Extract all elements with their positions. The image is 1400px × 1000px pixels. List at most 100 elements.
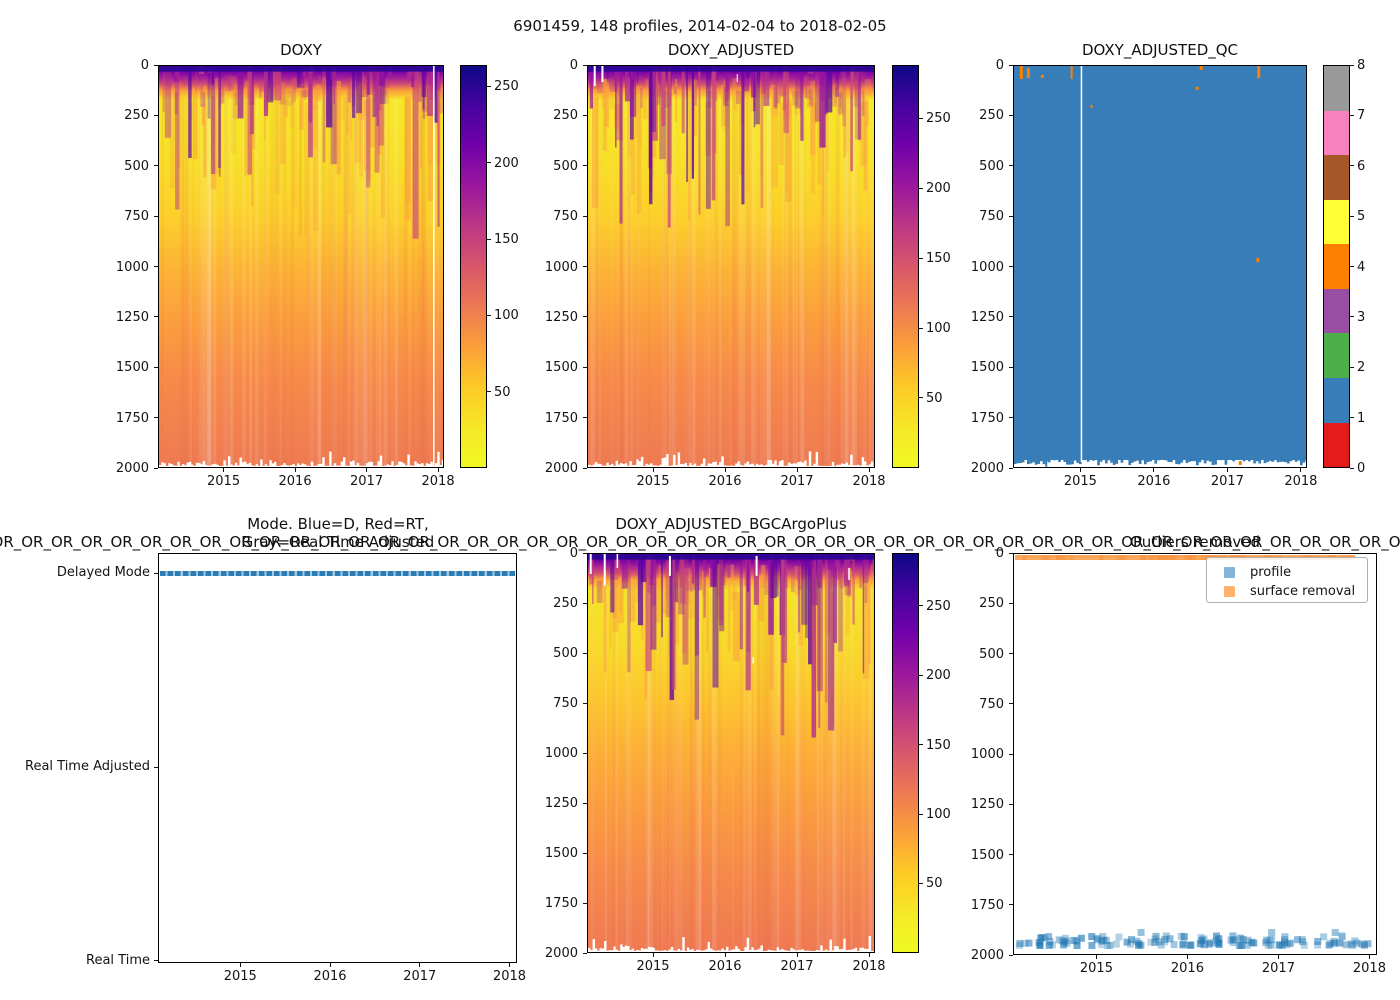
y-tick-mark bbox=[583, 952, 587, 954]
y-tick-label: 1250 bbox=[970, 797, 1004, 813]
y-tick-mark bbox=[154, 215, 158, 217]
x-tick-mark bbox=[239, 963, 241, 967]
y-tick-label: 250 bbox=[553, 108, 578, 124]
y-tick-label: 2000 bbox=[544, 461, 578, 476]
x-tick-mark bbox=[1277, 955, 1279, 959]
colorbar-tick-label: 150 bbox=[926, 251, 951, 267]
y-tick-label: 1000 bbox=[115, 259, 149, 275]
x-tick-label: 2015 bbox=[1079, 961, 1113, 976]
x-tick-label: 2017 bbox=[780, 474, 814, 489]
y-tick-mark bbox=[583, 366, 587, 368]
outliers-panel-title: Outliers removed bbox=[1130, 533, 1260, 551]
qc-panel-title: DOXY_ADJUSTED_QC bbox=[1081, 41, 1239, 59]
y-tick-mark bbox=[154, 266, 158, 267]
y-tick-label: 0 bbox=[569, 546, 578, 561]
x-tick-label: 2018 bbox=[852, 959, 886, 974]
y-tick-label: 1750 bbox=[115, 410, 149, 426]
colorbar-tick-mark bbox=[919, 605, 923, 607]
qc-colorbar-segment bbox=[1324, 155, 1349, 200]
mode-panel-title-line2: Gray=Real Time Adjusted bbox=[241, 533, 435, 551]
y-tick-label: 1750 bbox=[970, 897, 1004, 913]
x-tick-mark bbox=[1300, 468, 1302, 472]
profile-marker-swatch bbox=[1224, 567, 1235, 578]
x-tick-label: 2017 bbox=[1210, 474, 1244, 489]
qc-colorbar-tick-label: 4 bbox=[1357, 259, 1366, 275]
qc-axes bbox=[1013, 65, 1307, 468]
bgc-colorbar bbox=[892, 553, 919, 953]
colorbar-tick-label: 50 bbox=[926, 390, 943, 406]
colorbar-tick-label: 200 bbox=[926, 181, 951, 197]
y-tick-label: 1500 bbox=[544, 846, 578, 861]
y-tick-label: 2000 bbox=[544, 946, 578, 961]
colorbar-tick-label: 250 bbox=[926, 111, 951, 127]
legend-label-surface-removal: surface removal bbox=[1250, 584, 1356, 599]
colorbar-tick-mark bbox=[919, 882, 923, 884]
qc-colorbar-segment bbox=[1324, 377, 1349, 423]
qc-colorbar bbox=[1323, 65, 1350, 468]
y-tick-mark bbox=[583, 902, 587, 904]
y-tick-mark bbox=[154, 64, 158, 66]
bgc-panel-title: DOXY_ADJUSTED_BGCArgoPlus bbox=[615, 515, 847, 533]
x-tick-label: 2015 bbox=[1063, 474, 1097, 489]
colorbar-tick-mark bbox=[919, 327, 923, 329]
y-tick-label: 250 bbox=[124, 108, 149, 124]
doxy-axes bbox=[158, 65, 444, 468]
y-tick-mark bbox=[154, 417, 158, 419]
x-tick-mark bbox=[1368, 955, 1370, 959]
x-tick-label: 2018 bbox=[1352, 961, 1386, 976]
y-tick-mark bbox=[1009, 803, 1013, 805]
y-tick-label: 1750 bbox=[544, 410, 578, 426]
y-tick-mark bbox=[1009, 366, 1013, 368]
y-tick-label: 750 bbox=[124, 209, 149, 225]
mode-category-label: Real Time bbox=[86, 952, 150, 968]
mode-tick-mark bbox=[154, 960, 158, 962]
legend: profile surface removal bbox=[1206, 557, 1368, 603]
x-tick-mark bbox=[366, 468, 368, 472]
x-tick-label: 2016 bbox=[1170, 961, 1204, 976]
colorbar-tick-mark bbox=[487, 162, 491, 164]
y-tick-label: 2000 bbox=[970, 461, 1004, 476]
y-tick-mark bbox=[1009, 602, 1013, 604]
outliers-scatter bbox=[1015, 555, 1372, 949]
doxy-adjusted-colorbar bbox=[892, 65, 919, 468]
qc-colorbar-segment bbox=[1324, 199, 1349, 245]
qc-colorbar-tick-mark bbox=[1350, 316, 1354, 318]
qc-colorbar-segment bbox=[1324, 110, 1349, 156]
y-tick-label: 1750 bbox=[544, 896, 578, 911]
colorbar-tick-mark bbox=[919, 744, 923, 746]
qc-colorbar-segment bbox=[1324, 288, 1349, 334]
qc-colorbar-segment bbox=[1324, 422, 1349, 468]
x-tick-mark bbox=[437, 468, 439, 472]
y-tick-mark bbox=[1009, 266, 1013, 267]
y-tick-mark bbox=[154, 165, 158, 167]
legend-item-profile: profile bbox=[1224, 563, 1367, 582]
y-tick-label: 0 bbox=[569, 58, 578, 73]
x-tick-label: 2017 bbox=[350, 474, 384, 489]
x-tick-label: 2017 bbox=[1261, 961, 1295, 976]
colorbar-tick-mark bbox=[919, 397, 923, 399]
y-tick-mark bbox=[154, 467, 158, 469]
qc-colorbar-tick-label: 0 bbox=[1357, 461, 1366, 476]
colorbar-tick-label: 100 bbox=[926, 321, 951, 337]
colorbar-tick-label: 150 bbox=[926, 737, 951, 753]
bgc-heatmap bbox=[588, 554, 874, 952]
qc-colorbar-tick-mark bbox=[1350, 417, 1354, 419]
y-tick-label: 750 bbox=[553, 209, 578, 225]
mode-category-label: Real Time Adjusted bbox=[25, 759, 150, 775]
x-tick-mark bbox=[223, 468, 225, 472]
colorbar-tick-mark bbox=[919, 674, 923, 676]
x-tick-mark bbox=[724, 953, 726, 957]
x-tick-label: 2018 bbox=[852, 474, 886, 489]
x-tick-mark bbox=[329, 963, 331, 967]
doxy-adjusted-axes bbox=[587, 65, 875, 468]
doxy-colorbar bbox=[460, 65, 487, 468]
y-tick-label: 2000 bbox=[115, 461, 149, 476]
colorbar-tick-label: 250 bbox=[926, 598, 951, 614]
y-tick-mark bbox=[1009, 753, 1013, 755]
delayed-mode-marker-line bbox=[160, 571, 515, 576]
colorbar-tick-mark bbox=[919, 187, 923, 189]
bgc-axes bbox=[587, 553, 875, 953]
y-tick-mark bbox=[1009, 552, 1013, 554]
colorbar-tick-mark bbox=[919, 813, 923, 815]
qc-colorbar-tick-mark bbox=[1350, 467, 1354, 469]
